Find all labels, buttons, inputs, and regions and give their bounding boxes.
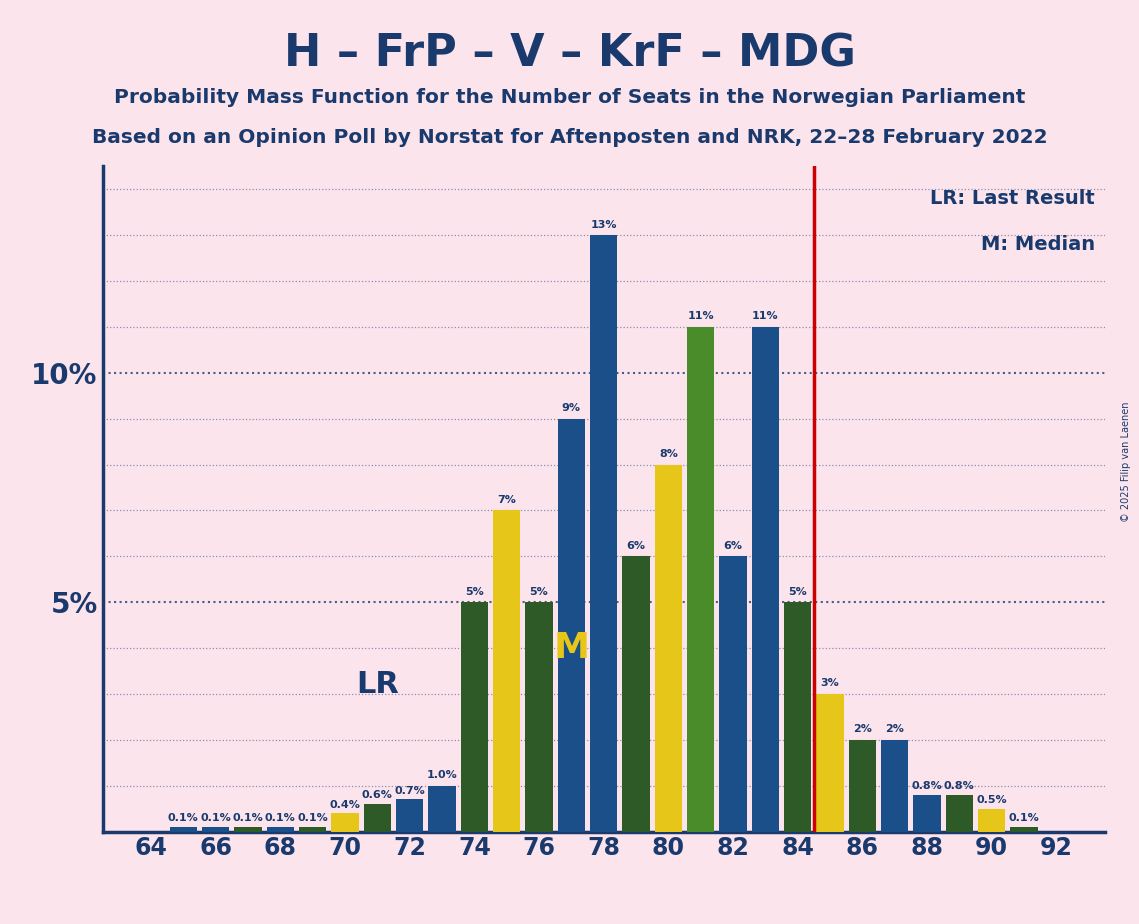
Bar [880, 740, 909, 832]
Bar [525, 602, 552, 832]
Text: 0.8%: 0.8% [911, 781, 942, 791]
Text: 13%: 13% [590, 220, 617, 230]
Text: 0.1%: 0.1% [1009, 813, 1040, 823]
Text: 0.6%: 0.6% [362, 790, 393, 800]
Bar [170, 827, 197, 832]
Text: 7%: 7% [498, 495, 516, 505]
Bar [298, 827, 327, 832]
Bar [590, 235, 617, 832]
Text: LR: Last Result: LR: Last Result [931, 188, 1095, 208]
Bar [719, 556, 747, 832]
Bar [396, 799, 424, 832]
Bar [1010, 827, 1038, 832]
Text: 0.7%: 0.7% [394, 785, 425, 796]
Text: Probability Mass Function for the Number of Seats in the Norwegian Parliament: Probability Mass Function for the Number… [114, 88, 1025, 107]
Text: H – FrP – V – KrF – MDG: H – FrP – V – KrF – MDG [284, 32, 855, 76]
Bar [460, 602, 489, 832]
Bar [622, 556, 649, 832]
Text: 2%: 2% [885, 724, 904, 735]
Bar [267, 827, 294, 832]
Bar [817, 694, 844, 832]
Bar [428, 785, 456, 832]
Text: 6%: 6% [723, 541, 743, 551]
Text: 11%: 11% [687, 311, 714, 322]
Bar [752, 327, 779, 832]
Bar [202, 827, 229, 832]
Text: 8%: 8% [658, 449, 678, 459]
Bar [363, 804, 391, 832]
Bar [913, 795, 941, 832]
Text: M: Median: M: Median [981, 235, 1095, 254]
Bar [235, 827, 262, 832]
Bar [784, 602, 811, 832]
Text: 0.1%: 0.1% [232, 813, 263, 823]
Text: 3%: 3% [820, 678, 839, 688]
Text: M: M [554, 631, 589, 665]
Text: © 2025 Filip van Laenen: © 2025 Filip van Laenen [1121, 402, 1131, 522]
Bar [558, 419, 585, 832]
Bar [493, 510, 521, 832]
Text: 5%: 5% [465, 587, 484, 597]
Text: 0.1%: 0.1% [265, 813, 296, 823]
Bar [687, 327, 714, 832]
Text: 11%: 11% [752, 311, 779, 322]
Text: 0.1%: 0.1% [167, 813, 198, 823]
Text: Based on an Opinion Poll by Norstat for Aftenposten and NRK, 22–28 February 2022: Based on an Opinion Poll by Norstat for … [91, 128, 1048, 147]
Text: 0.1%: 0.1% [297, 813, 328, 823]
Text: 1.0%: 1.0% [427, 771, 458, 780]
Text: 9%: 9% [562, 403, 581, 413]
Text: LR: LR [355, 670, 399, 699]
Text: 0.5%: 0.5% [976, 795, 1007, 805]
Text: 5%: 5% [530, 587, 548, 597]
Text: 2%: 2% [853, 724, 871, 735]
Bar [978, 808, 1006, 832]
Bar [331, 813, 359, 832]
Text: 6%: 6% [626, 541, 646, 551]
Bar [849, 740, 876, 832]
Text: 0.4%: 0.4% [329, 799, 360, 809]
Text: 0.1%: 0.1% [200, 813, 231, 823]
Text: 0.8%: 0.8% [944, 781, 975, 791]
Bar [945, 795, 973, 832]
Text: 5%: 5% [788, 587, 808, 597]
Bar [655, 465, 682, 832]
